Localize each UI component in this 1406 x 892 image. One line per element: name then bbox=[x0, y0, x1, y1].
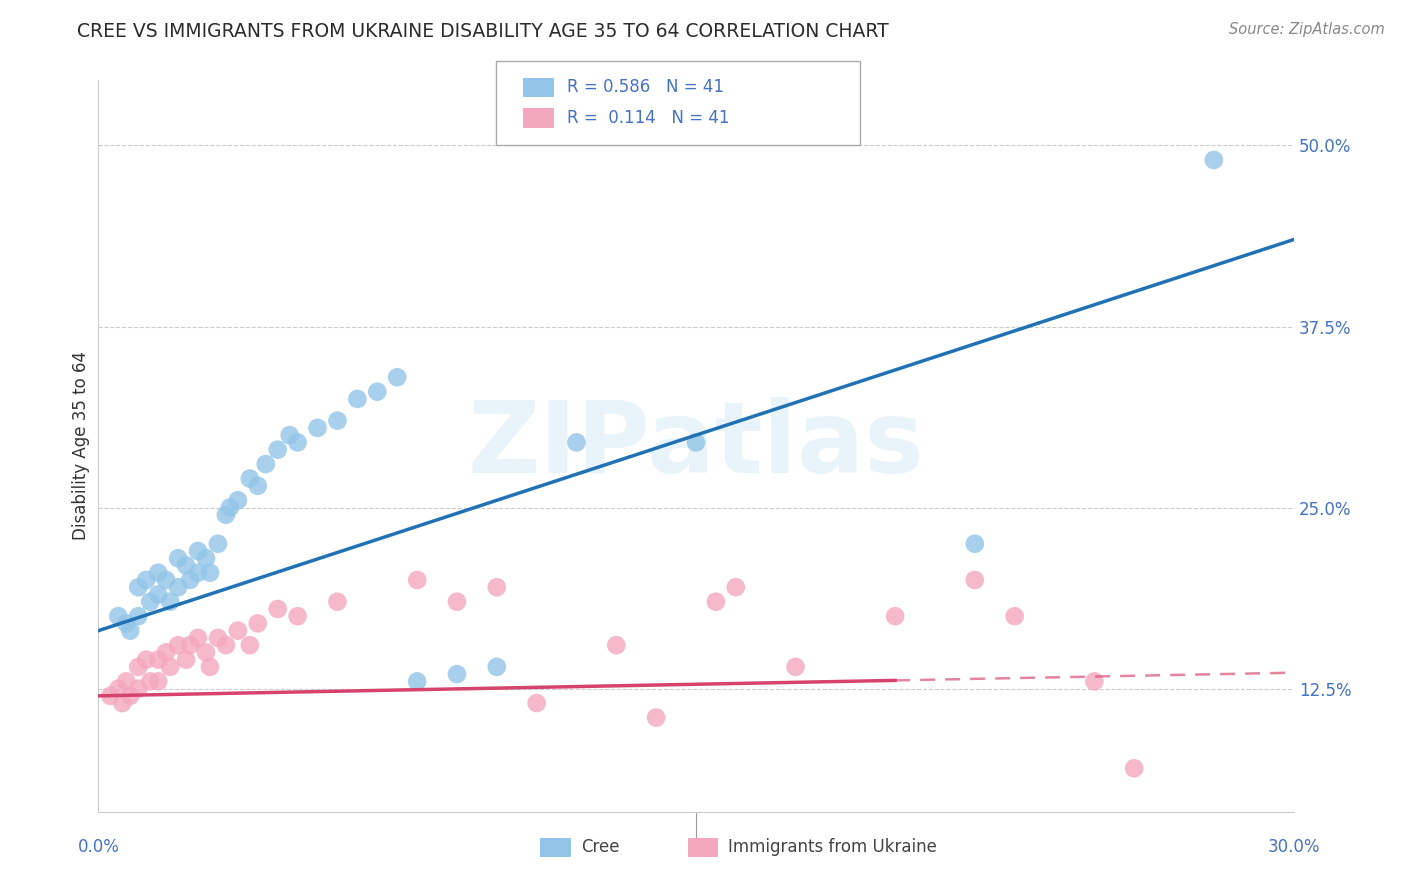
Point bbox=[127, 660, 149, 674]
Point bbox=[326, 595, 349, 609]
Point bbox=[155, 573, 177, 587]
Point bbox=[174, 653, 197, 667]
Point bbox=[174, 558, 197, 573]
Point bbox=[167, 638, 190, 652]
Point bbox=[1202, 153, 1225, 167]
Point bbox=[115, 616, 138, 631]
Point bbox=[239, 638, 262, 652]
Point bbox=[107, 609, 129, 624]
Point bbox=[645, 710, 668, 724]
Point bbox=[215, 508, 238, 522]
Point bbox=[785, 660, 807, 674]
Point bbox=[127, 609, 149, 624]
Point bbox=[187, 544, 209, 558]
Point bbox=[326, 414, 349, 428]
Text: R =  0.114   N = 41: R = 0.114 N = 41 bbox=[567, 109, 730, 127]
Y-axis label: Disability Age 35 to 64: Disability Age 35 to 64 bbox=[72, 351, 90, 541]
Point bbox=[267, 442, 290, 457]
Point bbox=[148, 674, 170, 689]
Point bbox=[366, 384, 388, 399]
Point bbox=[963, 537, 986, 551]
Text: ZIPatlas: ZIPatlas bbox=[468, 398, 924, 494]
Point bbox=[127, 580, 149, 594]
Point bbox=[98, 689, 122, 703]
Text: Immigrants from Ukraine: Immigrants from Ukraine bbox=[728, 838, 938, 856]
Point bbox=[704, 595, 727, 609]
Point bbox=[148, 587, 170, 601]
Point bbox=[187, 566, 209, 580]
Point bbox=[526, 696, 548, 710]
Point bbox=[267, 602, 290, 616]
Point bbox=[219, 500, 242, 515]
Point bbox=[287, 435, 309, 450]
Point bbox=[187, 631, 209, 645]
Text: R = 0.586   N = 41: R = 0.586 N = 41 bbox=[567, 78, 724, 96]
Point bbox=[195, 645, 218, 659]
Point bbox=[159, 660, 181, 674]
Point bbox=[159, 595, 181, 609]
Point bbox=[107, 681, 129, 696]
Point bbox=[485, 580, 508, 594]
Text: Cree: Cree bbox=[581, 838, 619, 856]
Point bbox=[148, 653, 170, 667]
Point bbox=[406, 674, 429, 689]
Point bbox=[446, 595, 468, 609]
Point bbox=[198, 660, 221, 674]
Point bbox=[884, 609, 907, 624]
Point bbox=[167, 580, 190, 594]
Text: 0.0%: 0.0% bbox=[77, 838, 120, 856]
Point bbox=[278, 428, 301, 442]
Point bbox=[135, 573, 157, 587]
Point bbox=[1004, 609, 1026, 624]
Point bbox=[963, 573, 986, 587]
Point bbox=[155, 645, 177, 659]
Point bbox=[207, 631, 229, 645]
Point bbox=[246, 479, 269, 493]
Point bbox=[406, 573, 429, 587]
Point bbox=[685, 435, 707, 450]
Point bbox=[307, 421, 329, 435]
Point bbox=[148, 566, 170, 580]
Point bbox=[120, 624, 142, 638]
Point bbox=[605, 638, 627, 652]
Point bbox=[167, 551, 190, 566]
Point bbox=[385, 370, 409, 384]
Point bbox=[207, 537, 229, 551]
Point bbox=[724, 580, 747, 594]
Point bbox=[139, 674, 162, 689]
Point bbox=[239, 472, 262, 486]
Point bbox=[139, 595, 162, 609]
Point bbox=[1123, 761, 1146, 775]
Point bbox=[565, 435, 588, 450]
Text: 30.0%: 30.0% bbox=[1267, 838, 1320, 856]
Point bbox=[120, 689, 142, 703]
Point bbox=[179, 573, 201, 587]
Point bbox=[485, 660, 508, 674]
Point bbox=[287, 609, 309, 624]
Text: CREE VS IMMIGRANTS FROM UKRAINE DISABILITY AGE 35 TO 64 CORRELATION CHART: CREE VS IMMIGRANTS FROM UKRAINE DISABILI… bbox=[77, 22, 889, 41]
Point bbox=[246, 616, 269, 631]
Point bbox=[115, 674, 138, 689]
Text: Source: ZipAtlas.com: Source: ZipAtlas.com bbox=[1229, 22, 1385, 37]
Point bbox=[226, 493, 249, 508]
Point bbox=[111, 696, 134, 710]
Point bbox=[346, 392, 368, 406]
Point bbox=[226, 624, 249, 638]
Point bbox=[198, 566, 221, 580]
Point bbox=[254, 457, 277, 471]
Point bbox=[179, 638, 201, 652]
Point bbox=[127, 681, 149, 696]
Point bbox=[195, 551, 218, 566]
Point bbox=[215, 638, 238, 652]
Point bbox=[1083, 674, 1105, 689]
Point bbox=[446, 667, 468, 681]
Point bbox=[135, 653, 157, 667]
